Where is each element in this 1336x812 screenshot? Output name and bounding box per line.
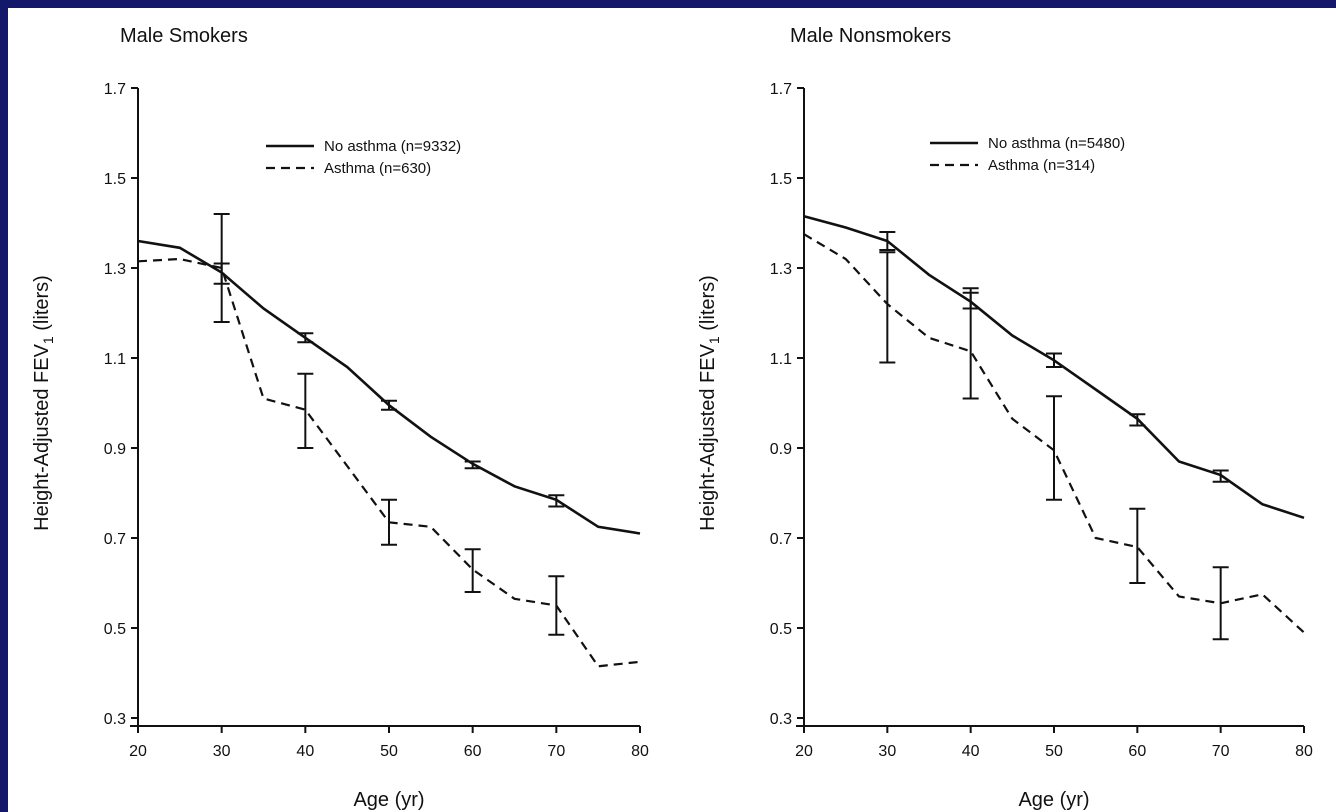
x-tick-label: 50 xyxy=(380,743,398,760)
x-tick-label: 80 xyxy=(1295,743,1313,760)
y-tick-label: 0.5 xyxy=(770,621,792,638)
error-bar xyxy=(548,494,565,508)
y-axis-label: Height-Adjusted FEV1 (liters) xyxy=(697,275,722,531)
error-bar xyxy=(879,251,896,364)
y-tick-label: 1.7 xyxy=(104,81,126,98)
y-tick-label: 1.1 xyxy=(104,351,126,368)
y-tick-label: 1.3 xyxy=(770,261,792,278)
y-axis-label: Height-Adjusted FEV1 (liters) xyxy=(31,275,56,531)
figure-frame: Male Smokers 0.3 0.5 0.7 0.9 1.1 1.3 1.5 1.7 20 30… xyxy=(8,8,1336,812)
error-bar xyxy=(381,399,397,411)
y-axis-label-subscript: 1 xyxy=(40,336,56,344)
series-line-asthma xyxy=(137,257,641,668)
y-tick-label: 1.5 xyxy=(770,171,792,188)
y-tick-label: 0.7 xyxy=(770,531,792,548)
x-tick-label: 20 xyxy=(129,743,147,760)
y-tick-label: 0.3 xyxy=(770,711,792,728)
x-tick-label: 20 xyxy=(795,743,813,760)
chart-title: Male Smokers xyxy=(120,25,248,47)
error-bar xyxy=(1212,566,1229,641)
x-tick-label: 40 xyxy=(296,743,314,760)
x-tick-label: 70 xyxy=(1212,743,1230,760)
chart-panel-2: Male Nonsmokers 0.3 0.5 0.7 0.9 1.1 1.3 1.5 1.7 2… xyxy=(697,25,1313,811)
figure-canvas: Male Smokers 0.3 0.5 0.7 0.9 1.1 1.3 1.5 1.7 20 30… xyxy=(31,25,1313,811)
y-tick-label: 1.7 xyxy=(770,81,792,98)
legend-label: No asthma (n=5480) xyxy=(988,135,1125,152)
x-axis-label: Age (yr) xyxy=(353,789,424,811)
x-tick-label: 70 xyxy=(547,743,565,760)
y-tick-label: 0.5 xyxy=(104,621,126,638)
error-bar xyxy=(297,372,314,449)
x-axis-label: Age (yr) xyxy=(1018,789,1089,811)
error-bar xyxy=(464,460,481,470)
error-bar xyxy=(297,332,314,344)
error-bar xyxy=(464,548,481,593)
y-axis-label-main: Height-Adjusted FEV xyxy=(31,343,53,530)
y-tick-label: 1.1 xyxy=(770,351,792,368)
x-tick-label: 80 xyxy=(631,743,649,760)
y-tick-label: 1.5 xyxy=(104,171,126,188)
x-tick-label: 60 xyxy=(1128,743,1146,760)
y-tick-label: 1.3 xyxy=(104,261,126,278)
legend-label: No asthma (n=9332) xyxy=(324,138,461,155)
x-tick-label: 60 xyxy=(464,743,482,760)
error-bar xyxy=(548,575,565,636)
legend-label: Asthma (n=630) xyxy=(324,160,431,177)
y-axis-label-subscript: 1 xyxy=(706,336,722,344)
error-bar xyxy=(962,287,979,400)
y-tick-label: 0.3 xyxy=(104,711,126,728)
error-bar xyxy=(1046,352,1062,368)
x-tick-label: 40 xyxy=(962,743,980,760)
y-tick-label: 0.7 xyxy=(104,531,126,548)
error-bar xyxy=(213,213,230,323)
error-bar xyxy=(1129,413,1146,427)
x-tick-label: 50 xyxy=(1045,743,1063,760)
legend-label: Asthma (n=314) xyxy=(988,157,1095,174)
error-bar xyxy=(1129,507,1146,584)
series-line-no-asthma xyxy=(137,239,641,535)
chart-title: Male Nonsmokers xyxy=(790,25,951,47)
x-tick-label: 30 xyxy=(878,743,896,760)
error-bar xyxy=(879,231,896,251)
y-tick-label: 0.9 xyxy=(770,441,792,458)
y-axis-label-unit: (liters) xyxy=(31,275,53,336)
error-bar xyxy=(381,498,397,546)
error-bar xyxy=(1046,395,1062,501)
y-axis-label-main: Height-Adjusted FEV xyxy=(697,343,719,530)
y-tick-label: 0.9 xyxy=(104,441,126,458)
x-tick-label: 30 xyxy=(213,743,231,760)
error-bar xyxy=(1212,469,1229,483)
chart-panel-1: Male Smokers 0.3 0.5 0.7 0.9 1.1 1.3 1.5 1.7 20 30… xyxy=(31,25,649,811)
y-axis-label-unit: (liters) xyxy=(697,275,719,336)
